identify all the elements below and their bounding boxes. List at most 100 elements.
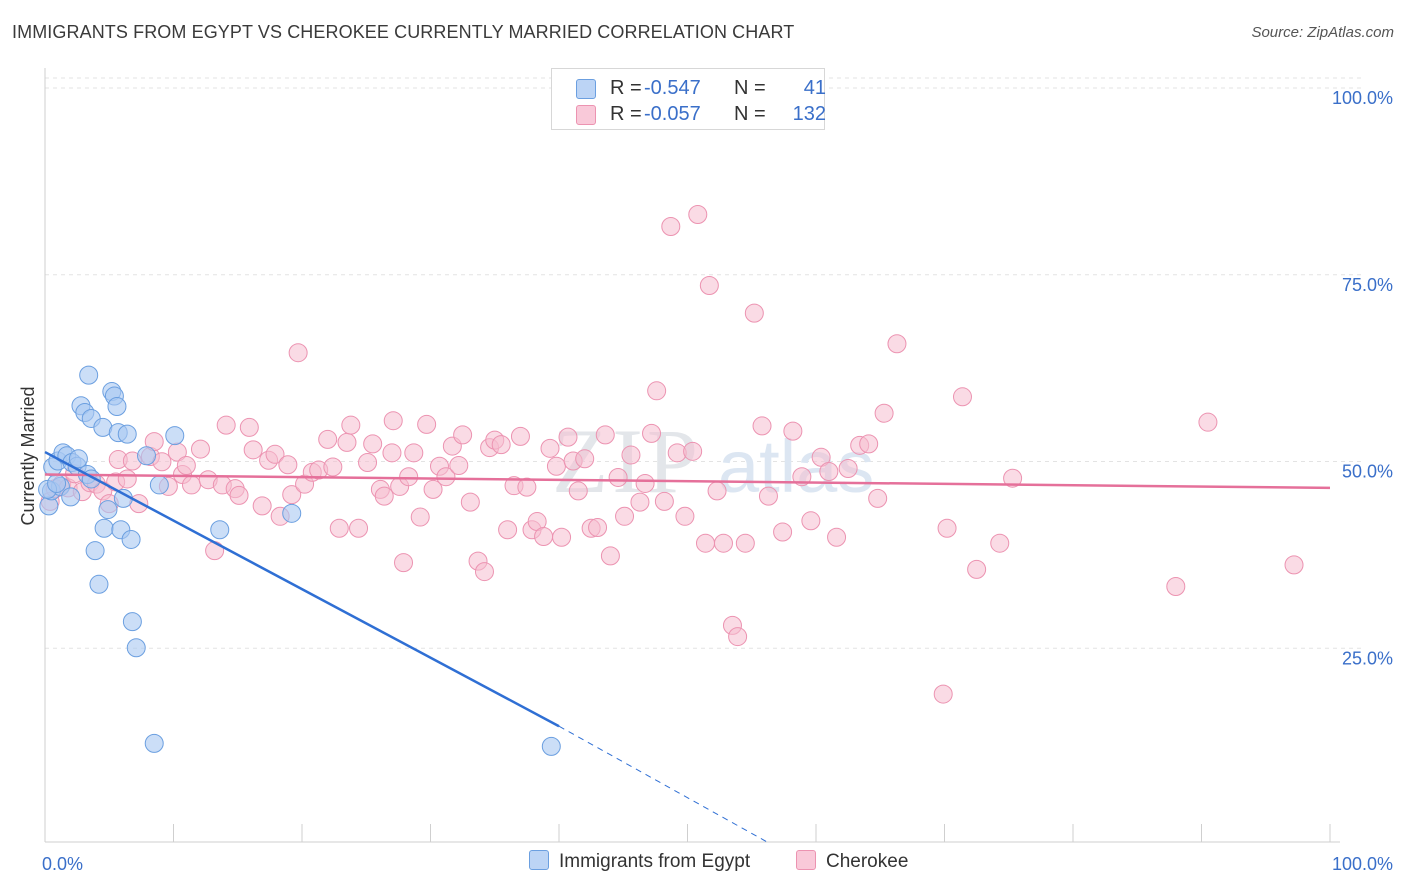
- cherokee-point: [707, 481, 727, 501]
- correlation-legend: R = -0.547 N = 41 R = -0.057 N = 132: [551, 68, 826, 130]
- cherokee-point: [323, 457, 343, 477]
- y-tick-label: 50.0%: [1342, 462, 1393, 482]
- cherokee-point: [453, 425, 473, 445]
- egypt-swatch: [576, 79, 596, 99]
- egypt-point: [98, 500, 118, 520]
- cherokee-point: [1284, 555, 1304, 575]
- cherokee-point: [647, 381, 667, 401]
- egypt-point: [79, 365, 99, 385]
- cherokee-point: [460, 492, 480, 512]
- cherokee-point: [176, 456, 196, 476]
- cherokee-point: [990, 533, 1010, 553]
- cherokee-point: [190, 439, 210, 459]
- cherokee-point: [552, 527, 572, 547]
- r-value-egypt: -0.547: [644, 77, 701, 99]
- y-axis-label: Currently Married: [18, 386, 38, 525]
- cherokee-point: [349, 518, 369, 538]
- n-value-cherokee: 132: [792, 103, 826, 125]
- cherokee-point: [436, 467, 456, 487]
- cherokee-point: [181, 475, 201, 495]
- trend-lines: [44, 450, 1331, 843]
- egypt-point: [541, 736, 561, 756]
- n-label: N =: [734, 103, 766, 125]
- grid: [45, 77, 1365, 649]
- cherokee-point: [216, 415, 236, 435]
- cherokee-point: [229, 485, 249, 505]
- cherokee-point: [363, 434, 383, 454]
- cherokee-point: [205, 541, 225, 561]
- cherokee-point: [608, 467, 628, 487]
- egypt-point: [68, 449, 88, 469]
- cherokee-point: [683, 441, 703, 461]
- cherokee-point: [713, 533, 733, 553]
- source-label: Source: ZipAtlas.com: [1251, 24, 1394, 41]
- cherokee-point: [642, 423, 662, 443]
- series-cherokee: [40, 205, 1304, 704]
- cherokee-point: [423, 479, 443, 499]
- egypt-point: [61, 487, 81, 507]
- egypt-point: [117, 424, 137, 444]
- egypt-trend-extension: [558, 725, 768, 843]
- egypt-point: [137, 446, 157, 466]
- egypt-point: [107, 396, 127, 416]
- cherokee-point: [874, 403, 894, 423]
- cherokee-legend-label: Cherokee: [826, 851, 909, 872]
- cherokee-point: [329, 518, 349, 538]
- egypt-trend-line: [44, 450, 560, 728]
- cherokee-point: [288, 343, 308, 363]
- cherokee-point: [728, 627, 748, 647]
- cherokee-point: [615, 506, 635, 526]
- cherokee-trend-line: [44, 473, 1331, 490]
- cherokee-point: [318, 429, 338, 449]
- cherokee-point: [654, 491, 674, 511]
- cherokee-point: [374, 486, 394, 506]
- cherokee-point: [588, 518, 608, 538]
- cherokee-point: [117, 469, 137, 489]
- egypt-point: [85, 541, 105, 561]
- cherokee-point: [868, 488, 888, 508]
- cherokee-point: [341, 415, 361, 435]
- cherokee-point: [404, 443, 424, 463]
- cherokee-point: [600, 546, 620, 566]
- egypt-point: [122, 612, 142, 632]
- cherokee-point: [517, 477, 537, 497]
- legend-item-egypt: Immigrants from Egypt: [529, 850, 750, 873]
- cherokee-point: [510, 426, 530, 446]
- cherokee-point: [699, 275, 719, 295]
- cherokee-legend-swatch: [796, 850, 816, 870]
- axes: [44, 68, 1340, 843]
- cherokee-point: [933, 684, 953, 704]
- cherokee-point: [661, 216, 681, 236]
- egypt-point: [210, 520, 230, 540]
- cherokee-point: [859, 434, 879, 454]
- n-label: N =: [734, 77, 766, 99]
- cherokee-point: [752, 416, 772, 436]
- r-value-cherokee: -0.057: [644, 103, 701, 125]
- x-tick-label: 0.0%: [42, 854, 83, 874]
- cherokee-point: [675, 506, 695, 526]
- cherokee-point: [558, 427, 578, 447]
- egypt-point: [149, 475, 169, 495]
- cherokee-point: [337, 432, 357, 452]
- cherokee-point: [239, 417, 259, 437]
- cherokee-point: [498, 520, 518, 540]
- cherokee-point: [819, 461, 839, 481]
- cherokee-point: [358, 453, 378, 473]
- egypt-legend-swatch: [529, 850, 549, 870]
- cherokee-point: [773, 522, 793, 542]
- egypt-point: [94, 518, 114, 538]
- cherokee-point: [540, 438, 560, 458]
- cherokee-point: [758, 486, 778, 506]
- cherokee-point: [491, 435, 511, 455]
- cherokee-point: [735, 533, 755, 553]
- cherokee-point: [474, 562, 494, 582]
- cherokee-point: [1003, 468, 1023, 488]
- cherokee-point: [546, 456, 566, 476]
- cherokee-point: [621, 445, 641, 465]
- tick-labels: 100.0% 75.0% 50.0% 25.0% 0.0% 100.0%: [42, 88, 1393, 874]
- series-egypt: [38, 365, 561, 756]
- cherokee-point: [887, 334, 907, 354]
- cherokee-point: [265, 444, 285, 464]
- egypt-point: [165, 426, 185, 446]
